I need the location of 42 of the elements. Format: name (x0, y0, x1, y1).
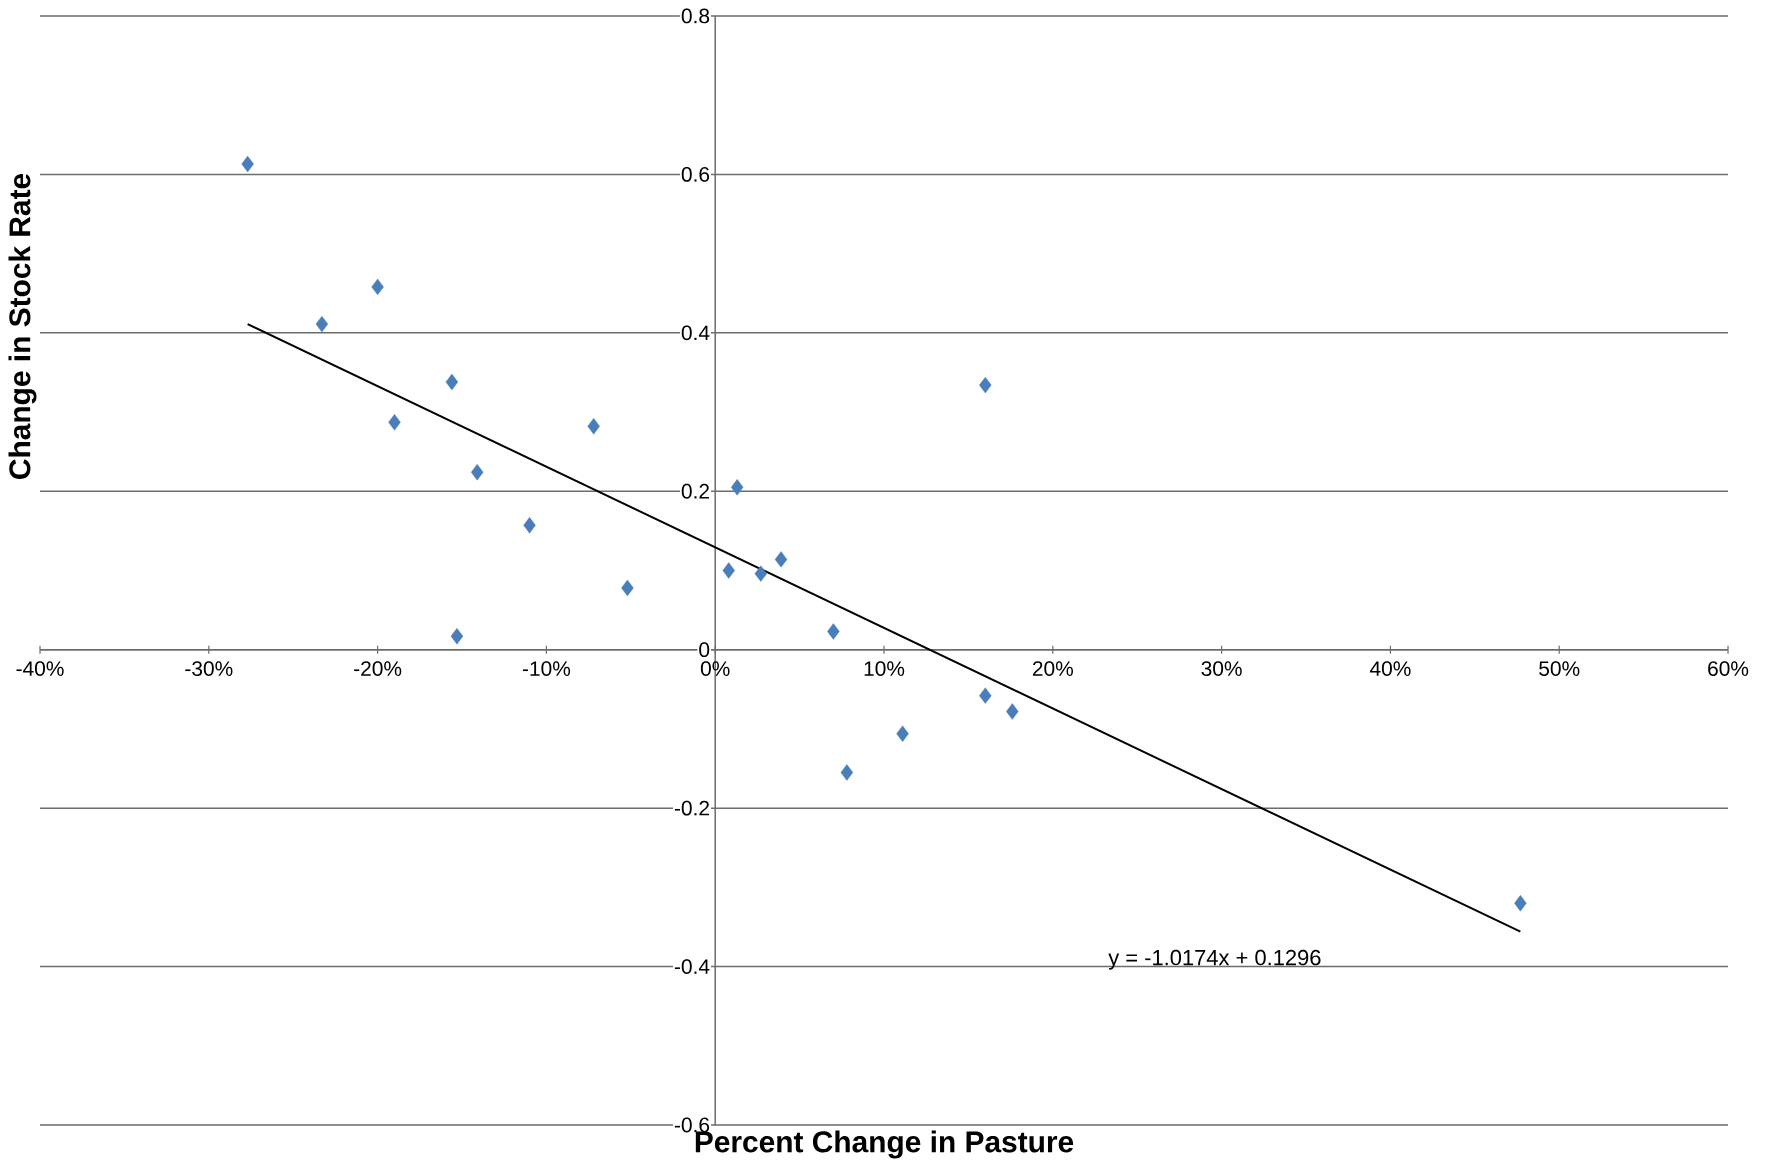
y-tick-label: -0.6 (674, 1117, 710, 1133)
point (896, 725, 909, 742)
y-tick-label: -0.4 (674, 959, 710, 974)
point (445, 373, 459, 391)
annotation: y = -1.0174x + 0.1296 (1108, 949, 1321, 970)
point (587, 418, 600, 435)
point (471, 464, 484, 481)
point (840, 764, 854, 781)
point (1006, 703, 1019, 720)
point (979, 687, 992, 704)
point (450, 628, 464, 645)
point (979, 376, 992, 394)
point (523, 517, 536, 534)
x-tick-label: 30% (1201, 661, 1242, 676)
x-tick-label: 20% (1032, 661, 1073, 676)
point (621, 579, 634, 597)
y-tick-label: 0.2 (681, 483, 709, 499)
point (1514, 895, 1527, 912)
y-tick-label: 0.4 (681, 325, 710, 341)
point (241, 155, 254, 173)
point (722, 562, 735, 579)
point (827, 623, 840, 640)
point (754, 565, 767, 582)
y-tick-label: 0.6 (681, 166, 710, 182)
x-tick-label: -40% (16, 661, 64, 676)
x-tick-label: -30% (185, 661, 233, 676)
point (315, 315, 329, 333)
y-tick-label: 0 (699, 642, 710, 658)
x-axis-title: Percent Change in Pasture (695, 1130, 1074, 1159)
x-tick-label: 10% (864, 661, 905, 676)
point (730, 479, 744, 496)
x-tick-label: -10% (522, 661, 571, 676)
y-tick-label: -0.2 (674, 800, 709, 816)
x-tick-label: 60% (1708, 661, 1749, 676)
point (774, 551, 788, 568)
x-tick-label: 40% (1369, 661, 1411, 676)
x-tick-label: 50% (1539, 661, 1580, 676)
y-axis-title: Change in Stock Rate (8, 173, 37, 479)
y-tick-label: 0.8 (681, 8, 710, 24)
point (388, 414, 401, 431)
x-tick-label: -20% (354, 661, 402, 676)
point (371, 278, 384, 296)
